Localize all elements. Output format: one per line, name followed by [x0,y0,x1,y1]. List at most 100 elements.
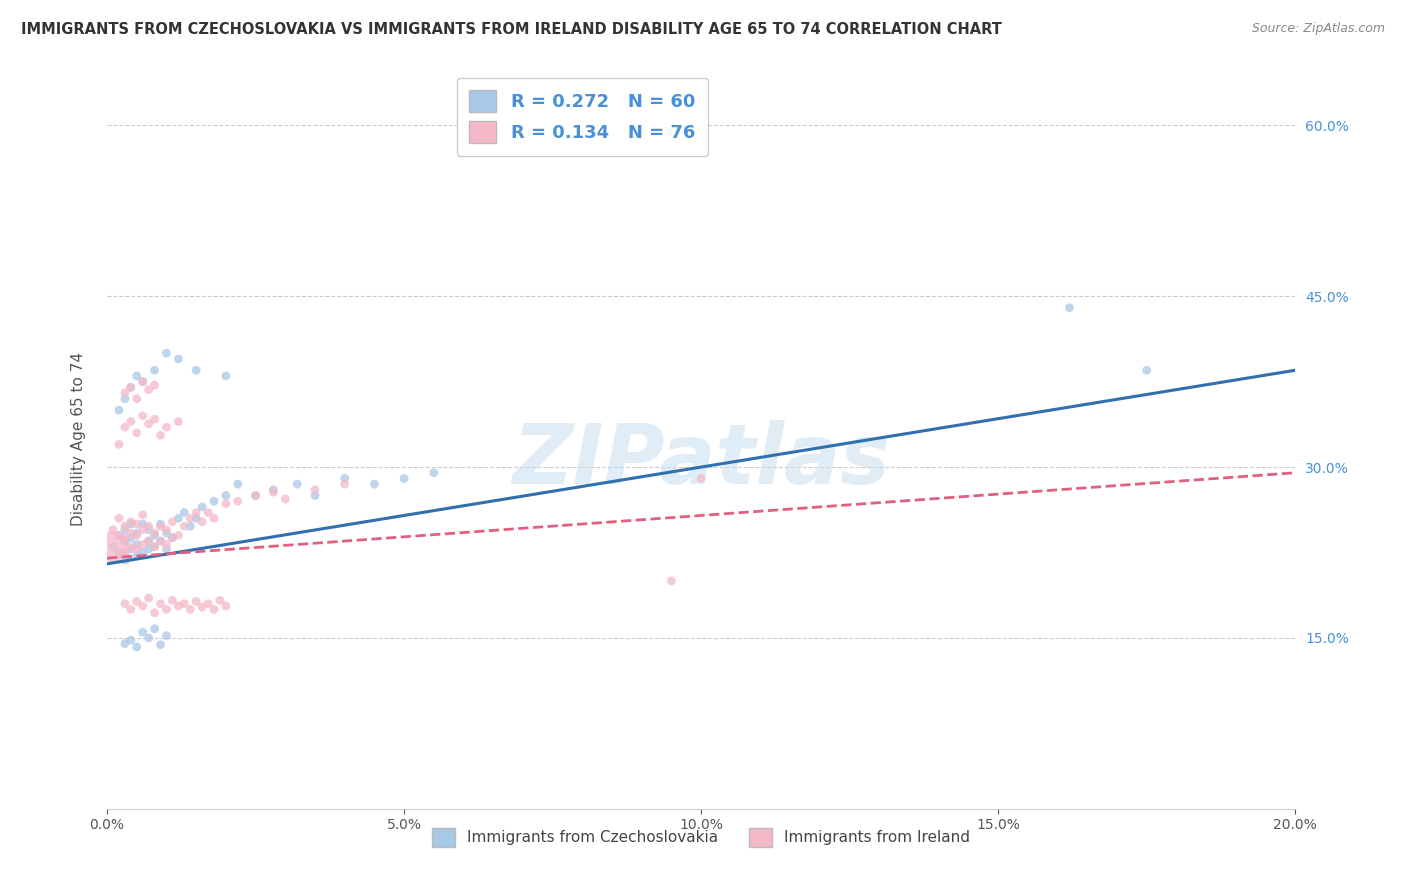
Point [149,534,172,549]
Point [132,537,155,551]
Point [149,534,172,549]
Point [167,415,190,429]
Point [120,380,142,394]
Point [304,483,326,497]
Point [101,523,124,537]
Point [132,409,155,423]
Point [132,375,155,389]
Point [173,519,195,533]
Point [125,542,148,557]
Point [179,519,201,533]
Point [114,551,136,566]
Point [155,346,177,360]
Point [392,471,415,485]
Point [215,496,238,510]
Point [208,593,231,607]
Text: ZIPatlas: ZIPatlas [512,420,890,501]
Point [179,511,201,525]
Point [186,511,208,525]
Point [132,516,155,531]
Point [202,602,225,616]
Point [202,511,225,525]
Point [132,508,155,522]
Point [138,417,160,431]
Point [191,515,214,529]
Point [143,412,166,426]
Point [197,506,219,520]
Point [155,542,177,557]
Point [132,375,155,389]
Point [125,549,148,563]
Point [114,420,136,434]
Point [114,519,136,533]
Point [155,523,177,537]
Point [661,574,683,588]
Point [167,511,190,525]
Point [132,599,155,613]
Point [149,516,172,531]
Point [120,380,142,394]
Point [149,638,172,652]
Point [120,531,142,545]
Point [108,403,131,417]
Point [215,599,238,613]
Point [138,591,160,605]
Point [155,602,177,616]
Point [423,466,446,480]
Point [120,515,142,529]
Point [274,491,297,506]
Point [114,534,136,549]
Point [120,516,142,531]
Point [363,477,385,491]
Point [143,378,166,392]
Point [101,540,124,554]
Point [101,540,124,554]
Point [120,602,142,616]
Point [173,506,195,520]
Point [226,494,249,508]
Point [114,545,136,559]
Point [1136,363,1159,377]
Point [132,545,155,559]
Point [138,631,160,645]
Point [120,526,142,541]
Point [162,515,184,529]
Point [167,599,190,613]
Point [114,531,136,545]
Point [173,597,195,611]
Point [167,528,190,542]
Point [132,523,155,537]
Point [138,534,160,549]
Point [226,477,249,491]
Point [143,363,166,377]
Point [143,528,166,542]
Point [125,425,148,440]
Point [245,489,267,503]
Point [245,489,267,503]
Point [215,368,238,383]
Point [191,600,214,615]
Point [149,597,172,611]
Point [125,368,148,383]
Point [143,622,166,636]
Point [138,542,160,557]
Point [162,531,184,545]
Y-axis label: Disability Age 65 to 74: Disability Age 65 to 74 [72,351,86,525]
Point [120,415,142,429]
Point [108,511,131,525]
Point [304,489,326,503]
Point [114,597,136,611]
Point [125,526,148,541]
Point [197,597,219,611]
Point [114,636,136,650]
Point [143,526,166,541]
Point [186,506,208,520]
Point [1059,301,1081,315]
Point [333,471,356,485]
Point [155,526,177,541]
Point [125,537,148,551]
Point [167,351,190,366]
Point [155,537,177,551]
Legend: R = 0.272   N = 60, R = 0.134   N = 76: R = 0.272 N = 60, R = 0.134 N = 76 [457,78,709,156]
Point [155,420,177,434]
